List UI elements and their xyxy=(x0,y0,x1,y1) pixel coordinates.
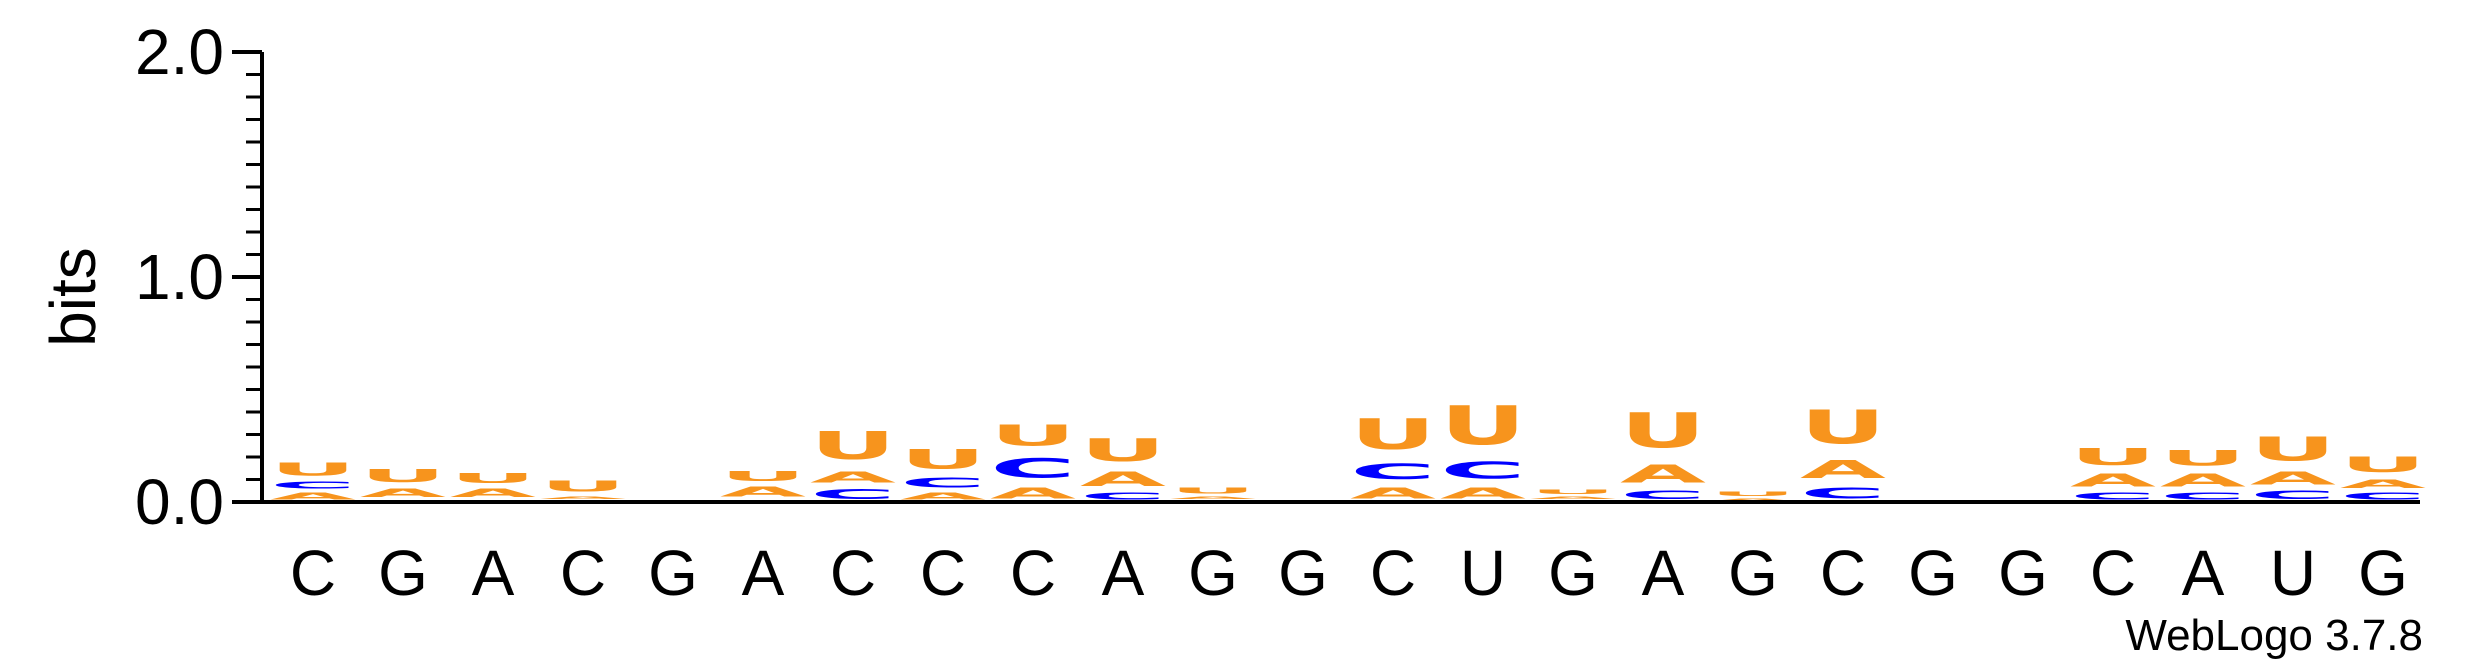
y-tick-label: 2.0 xyxy=(135,16,224,88)
logo-letter: C xyxy=(270,480,356,491)
logo-letter: C xyxy=(2070,491,2156,502)
y-tick-label: 1.0 xyxy=(135,241,224,313)
x-position-label: A xyxy=(1102,537,1145,609)
logo-letter: A xyxy=(270,491,356,502)
logo-letter: A xyxy=(810,468,896,486)
logo-letter: C xyxy=(2340,491,2426,502)
logo-letter: A xyxy=(2160,470,2247,490)
logo-letter: U xyxy=(1440,394,1526,457)
x-position-label: C xyxy=(1820,537,1866,609)
weblogo-credit: WebLogo 3.7.8 xyxy=(2125,611,2423,660)
logo-letter: U xyxy=(2160,446,2246,471)
x-position-label: G xyxy=(1998,537,2048,609)
x-position-label: A xyxy=(472,537,515,609)
x-position-label: C xyxy=(2090,537,2136,609)
x-position-label: C xyxy=(1010,537,1056,609)
logo-letter: A xyxy=(2340,477,2426,490)
x-position-label: G xyxy=(2358,537,2408,609)
logo-letter: A xyxy=(1170,495,1256,500)
x-position-label: G xyxy=(378,537,428,609)
logo-letter: U xyxy=(900,444,986,475)
logo-letter: A xyxy=(1530,495,1616,500)
axes-group xyxy=(260,52,2420,504)
logo-letter: C xyxy=(1350,459,1436,484)
logo-letter: C xyxy=(1800,484,1886,502)
logo-letter: U xyxy=(1170,486,1256,495)
logo-letter: U xyxy=(1800,401,1886,455)
logo-letter: A xyxy=(1080,468,1166,490)
x-position-label: G xyxy=(1278,537,1328,609)
logo-plot-area: ACUCAUCAUCAUUCAUCAUACUACUCAUCAUACUACUCAU… xyxy=(270,394,2426,502)
logo-letter: A xyxy=(1710,498,1796,503)
x-position-label: A xyxy=(742,537,785,609)
logo-letter: C xyxy=(1080,491,1166,502)
logo-letter: U xyxy=(1710,491,1796,498)
logo-letter: U xyxy=(450,471,536,487)
y-axis-label: bits xyxy=(37,247,109,347)
x-position-label: C xyxy=(290,537,336,609)
logo-letter: U xyxy=(720,468,806,484)
logo-letter: A xyxy=(360,486,446,499)
logo-letter: A xyxy=(900,491,986,502)
logo-letter: C xyxy=(1440,457,1526,484)
logo-letter: A xyxy=(1620,459,1706,488)
logo-letter: U xyxy=(990,419,1076,452)
logo-letter: C xyxy=(1620,489,1706,502)
logo-letter: U xyxy=(540,477,626,495)
logo-letter: U xyxy=(2340,453,2426,478)
logo-letter: A xyxy=(2070,470,2157,490)
logo-letter: C xyxy=(900,475,986,491)
logo-letter: U xyxy=(360,466,446,486)
logo-letter: A xyxy=(450,486,536,499)
logo-letter: C xyxy=(2160,491,2246,502)
logo-letter: A xyxy=(1440,484,1526,502)
logo-letter: U xyxy=(2070,444,2156,471)
logo-letter: U xyxy=(270,459,356,479)
logo-letter: A xyxy=(540,495,626,500)
x-position-label: U xyxy=(1460,537,1506,609)
logo-letter: A xyxy=(2250,468,2337,488)
x-position-label: A xyxy=(2182,537,2225,609)
x-position-label: G xyxy=(1188,537,1238,609)
logo-letter: U xyxy=(1620,404,1706,460)
x-position-label: C xyxy=(1370,537,1416,609)
x-position-label: C xyxy=(920,537,966,609)
logo-letter: U xyxy=(2250,430,2336,468)
logo-letter: U xyxy=(1080,433,1166,469)
x-position-label: G xyxy=(1908,537,1958,609)
logo-letter: C xyxy=(2250,489,2336,502)
x-position-label: C xyxy=(560,537,606,609)
x-position-label: U xyxy=(2270,537,2316,609)
logo-letter: C xyxy=(810,486,896,502)
x-position-label: C xyxy=(830,537,876,609)
logo-letter: A xyxy=(720,484,806,500)
logo-letter: A xyxy=(1350,484,1436,502)
x-position-label: G xyxy=(1548,537,1598,609)
x-position-label: A xyxy=(1642,537,1685,609)
logo-letter: C xyxy=(990,453,1076,484)
y-tick-label: 0.0 xyxy=(135,466,224,538)
x-position-label: G xyxy=(1728,537,1778,609)
x-position-label: G xyxy=(648,537,698,609)
logo-letter: U xyxy=(810,423,896,468)
logo-letter: A xyxy=(1800,455,1886,484)
logo-letter: U xyxy=(1350,410,1436,459)
logo-letter: U xyxy=(1530,488,1616,495)
y-ticks-group: 0.0 1.0 2.0 xyxy=(135,16,262,538)
logo-letter: A xyxy=(990,484,1076,502)
